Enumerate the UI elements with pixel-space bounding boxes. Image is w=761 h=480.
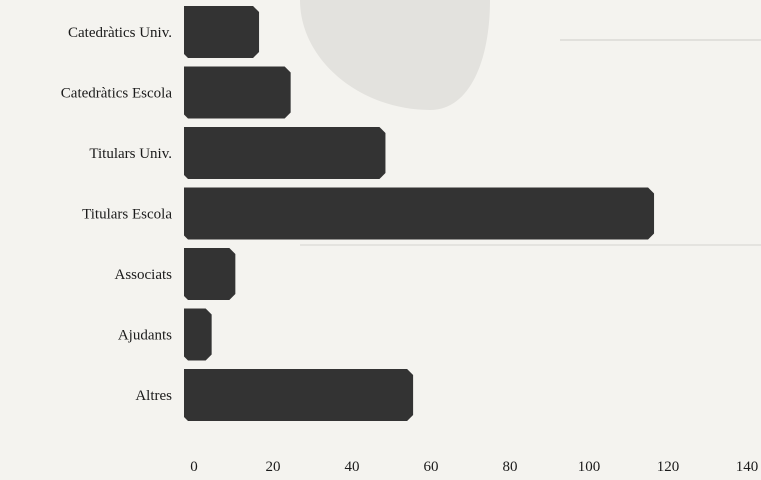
x-tick-label: 100 bbox=[578, 459, 601, 475]
x-tick-label: 60 bbox=[424, 459, 439, 475]
category-label: Associats bbox=[115, 267, 173, 283]
bar-0 bbox=[184, 6, 260, 58]
bar-1 bbox=[184, 66, 291, 119]
background-bleed-through bbox=[300, 0, 761, 246]
x-tick-label: 40 bbox=[345, 459, 360, 475]
x-tick-label: 80 bbox=[503, 459, 518, 475]
bar-4 bbox=[184, 248, 236, 300]
bars bbox=[184, 6, 655, 421]
category-label: Titulars Escola bbox=[82, 207, 172, 223]
bar-2 bbox=[184, 127, 386, 179]
category-label: Titulars Univ. bbox=[89, 146, 172, 162]
x-tick-label: 20 bbox=[266, 459, 281, 475]
category-label: Altres bbox=[135, 388, 172, 404]
x-tick-label: 120 bbox=[657, 459, 680, 475]
category-label: Ajudants bbox=[118, 328, 172, 344]
x-tick-labels: 0 20 40 60 80 100 120 140 bbox=[190, 459, 758, 475]
bar-3 bbox=[184, 187, 655, 240]
x-tick-label: 0 bbox=[190, 459, 198, 475]
bar-5 bbox=[184, 308, 212, 361]
category-label: Catedràtics Univ. bbox=[68, 25, 172, 41]
category-labels: Catedràtics Univ. Catedràtics Escola Titul… bbox=[61, 25, 173, 404]
category-label: Catedràtics Escola bbox=[61, 86, 173, 102]
bar-6 bbox=[184, 369, 414, 421]
x-tick-label: 140 bbox=[736, 459, 759, 475]
